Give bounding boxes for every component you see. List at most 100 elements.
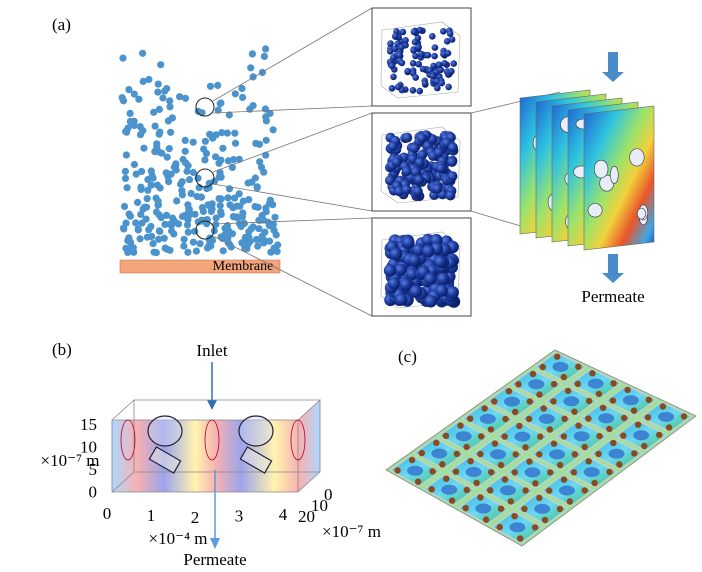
flow-blob [633, 430, 649, 440]
flow-blob [456, 431, 472, 441]
particle [166, 247, 173, 254]
particle [151, 249, 158, 256]
flow-blob [553, 362, 569, 372]
inflow-arrow [602, 52, 624, 82]
particle-c [453, 469, 459, 475]
particle-c [429, 486, 435, 492]
particle-c [536, 495, 542, 501]
particle [173, 197, 180, 204]
particle-c [595, 451, 601, 457]
sphere [410, 285, 422, 297]
particle-c [457, 422, 463, 428]
particle-c [572, 451, 578, 457]
permeate-label: Permeate [183, 550, 246, 569]
particle [239, 213, 246, 220]
outflow-arrow [602, 254, 624, 283]
particle-c [526, 416, 532, 422]
particle [252, 203, 259, 210]
sphere [413, 186, 423, 196]
particle-c [473, 480, 479, 486]
particle [232, 140, 239, 147]
z-unit: ×10⁻⁷ m [41, 451, 100, 470]
particle-c [512, 409, 518, 415]
particle [271, 214, 278, 221]
particle [194, 175, 201, 182]
particle [241, 220, 248, 227]
sphere [437, 273, 449, 285]
pore [637, 208, 645, 219]
particle-c [502, 433, 508, 439]
particle [217, 202, 224, 209]
particle-c [620, 433, 626, 439]
particle-c [491, 398, 497, 404]
sphere [424, 273, 436, 285]
particle-c [536, 391, 542, 397]
sphere [449, 36, 456, 43]
particle-c [575, 423, 581, 429]
flow-blob [584, 467, 600, 477]
sphere [447, 157, 457, 167]
particle-c [565, 388, 571, 394]
particle [157, 61, 164, 68]
sphere [425, 52, 432, 59]
particle [157, 184, 164, 191]
flow-blob [514, 432, 530, 442]
particle [232, 90, 239, 97]
particle-c [656, 432, 662, 438]
sphere [432, 44, 439, 51]
particle [217, 99, 224, 106]
particle [127, 110, 134, 117]
particle-c [631, 408, 637, 414]
particle [224, 194, 231, 201]
particle [207, 203, 214, 210]
particle [144, 234, 151, 241]
sphere [434, 85, 441, 92]
flow-blob [509, 522, 525, 532]
particle [164, 154, 171, 161]
particle-c [600, 405, 606, 411]
particle [123, 151, 130, 158]
particle [207, 83, 214, 90]
figure: (a)MembranePermeate(b)Inlet151050×10⁻⁷ m… [0, 0, 702, 572]
sphere [438, 80, 445, 87]
particle-c [492, 440, 498, 446]
particle-c [616, 461, 622, 467]
particle-c [582, 444, 588, 450]
sphere [415, 158, 425, 168]
sphere [430, 73, 437, 80]
particle-c [537, 433, 543, 439]
particle [200, 146, 207, 153]
particle-c [516, 423, 522, 429]
particle-c [464, 487, 470, 493]
flow-blob [559, 486, 575, 496]
x-tick-label: 4 [279, 505, 288, 524]
particle-c [561, 433, 567, 439]
particle-c [517, 535, 523, 541]
particle [274, 241, 281, 248]
particle-c [621, 415, 627, 421]
particle [122, 175, 129, 182]
particle [239, 94, 246, 101]
flow-blob [623, 395, 639, 405]
particle-c [547, 469, 553, 475]
sphere [388, 277, 400, 289]
particle [159, 94, 166, 101]
particle [172, 160, 179, 167]
sphere [408, 254, 420, 266]
pore [594, 160, 608, 178]
particle-c [478, 433, 484, 439]
sphere [448, 68, 455, 75]
x-tick-label: 2 [191, 508, 200, 527]
particle [138, 168, 145, 175]
particle-c [631, 450, 637, 456]
domain-face [112, 400, 320, 492]
sphere [388, 141, 398, 151]
sphere [448, 171, 458, 181]
particle [145, 76, 152, 83]
pore-outline [148, 416, 182, 446]
particle-c [571, 409, 577, 415]
particle-c [487, 487, 493, 493]
sphere [402, 166, 412, 176]
particle [131, 161, 138, 168]
flow-blob [549, 449, 565, 459]
